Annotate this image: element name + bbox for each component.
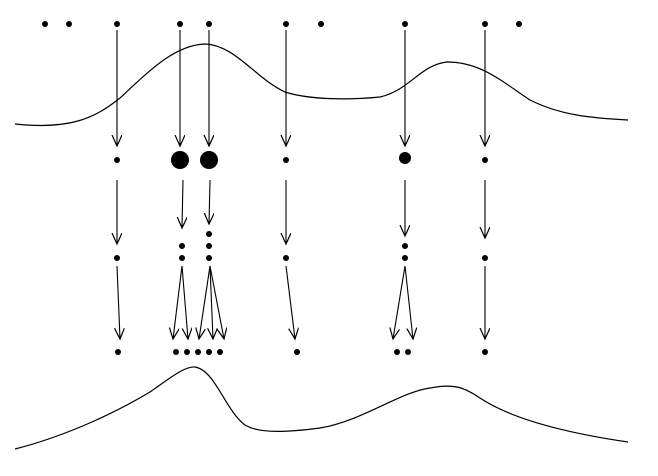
offspring-sample-dot (115, 349, 121, 355)
bottom-density-curve (14, 366, 629, 450)
weighted-sample-dot-large (171, 151, 189, 169)
arrow (393, 265, 406, 339)
arrow (173, 265, 183, 339)
arrow (181, 265, 188, 339)
top-sample-dot (206, 21, 212, 27)
top-sample-dot (482, 21, 488, 27)
offspring-sample-dot (394, 349, 400, 355)
selected-samples (114, 231, 488, 261)
arrow (285, 265, 295, 339)
weighted-sample-dot-medium (399, 152, 411, 164)
offspring-samples (115, 349, 488, 355)
top-sample-dot (177, 21, 183, 27)
top-sample-dot (318, 21, 324, 27)
selected-sample-dot (482, 255, 488, 261)
top-sample-dot (516, 21, 522, 27)
arrow (209, 265, 224, 339)
top-sample-dot (114, 21, 120, 27)
offspring-sample-dot (195, 349, 201, 355)
weighted-sample-dot-small (283, 157, 289, 163)
offspring-sample-dot (405, 349, 411, 355)
offspring-sample-dot (294, 349, 300, 355)
selected-sample-dot (283, 255, 289, 261)
weighting-arrows (117, 30, 485, 146)
top-sample-dot (42, 21, 48, 27)
top-sample-dot (283, 21, 289, 27)
weighted-sample-dot-large (200, 151, 218, 169)
offspring-sample-dot (482, 349, 488, 355)
propagation-arrows (117, 265, 485, 339)
offspring-sample-dot (173, 349, 179, 355)
selection-arrows (117, 179, 485, 244)
selected-sample-dot (206, 243, 212, 249)
top-density-curve (14, 43, 629, 127)
arrow (199, 265, 211, 339)
weighted-samples (114, 151, 488, 169)
offspring-sample-dot (217, 349, 223, 355)
selected-sample-dot (402, 243, 408, 249)
selected-sample-dot (179, 243, 185, 249)
arrow (209, 179, 210, 224)
top-sample-dot (66, 21, 72, 27)
selected-sample-dot (206, 255, 212, 261)
arrow (210, 265, 213, 339)
selected-sample-dot (179, 255, 185, 261)
offspring-sample-dot (184, 349, 190, 355)
top-sample-dot (402, 21, 408, 27)
selected-sample-dot (402, 255, 408, 261)
selected-sample-dot (114, 255, 120, 261)
arrow (182, 179, 183, 228)
weighted-sample-dot-small (114, 157, 120, 163)
offspring-sample-dot (206, 349, 212, 355)
arrow (404, 265, 413, 339)
weighted-sample-dot-small (482, 157, 488, 163)
arrow (117, 265, 120, 339)
selected-sample-dot (206, 231, 212, 237)
top-samples (42, 21, 522, 27)
